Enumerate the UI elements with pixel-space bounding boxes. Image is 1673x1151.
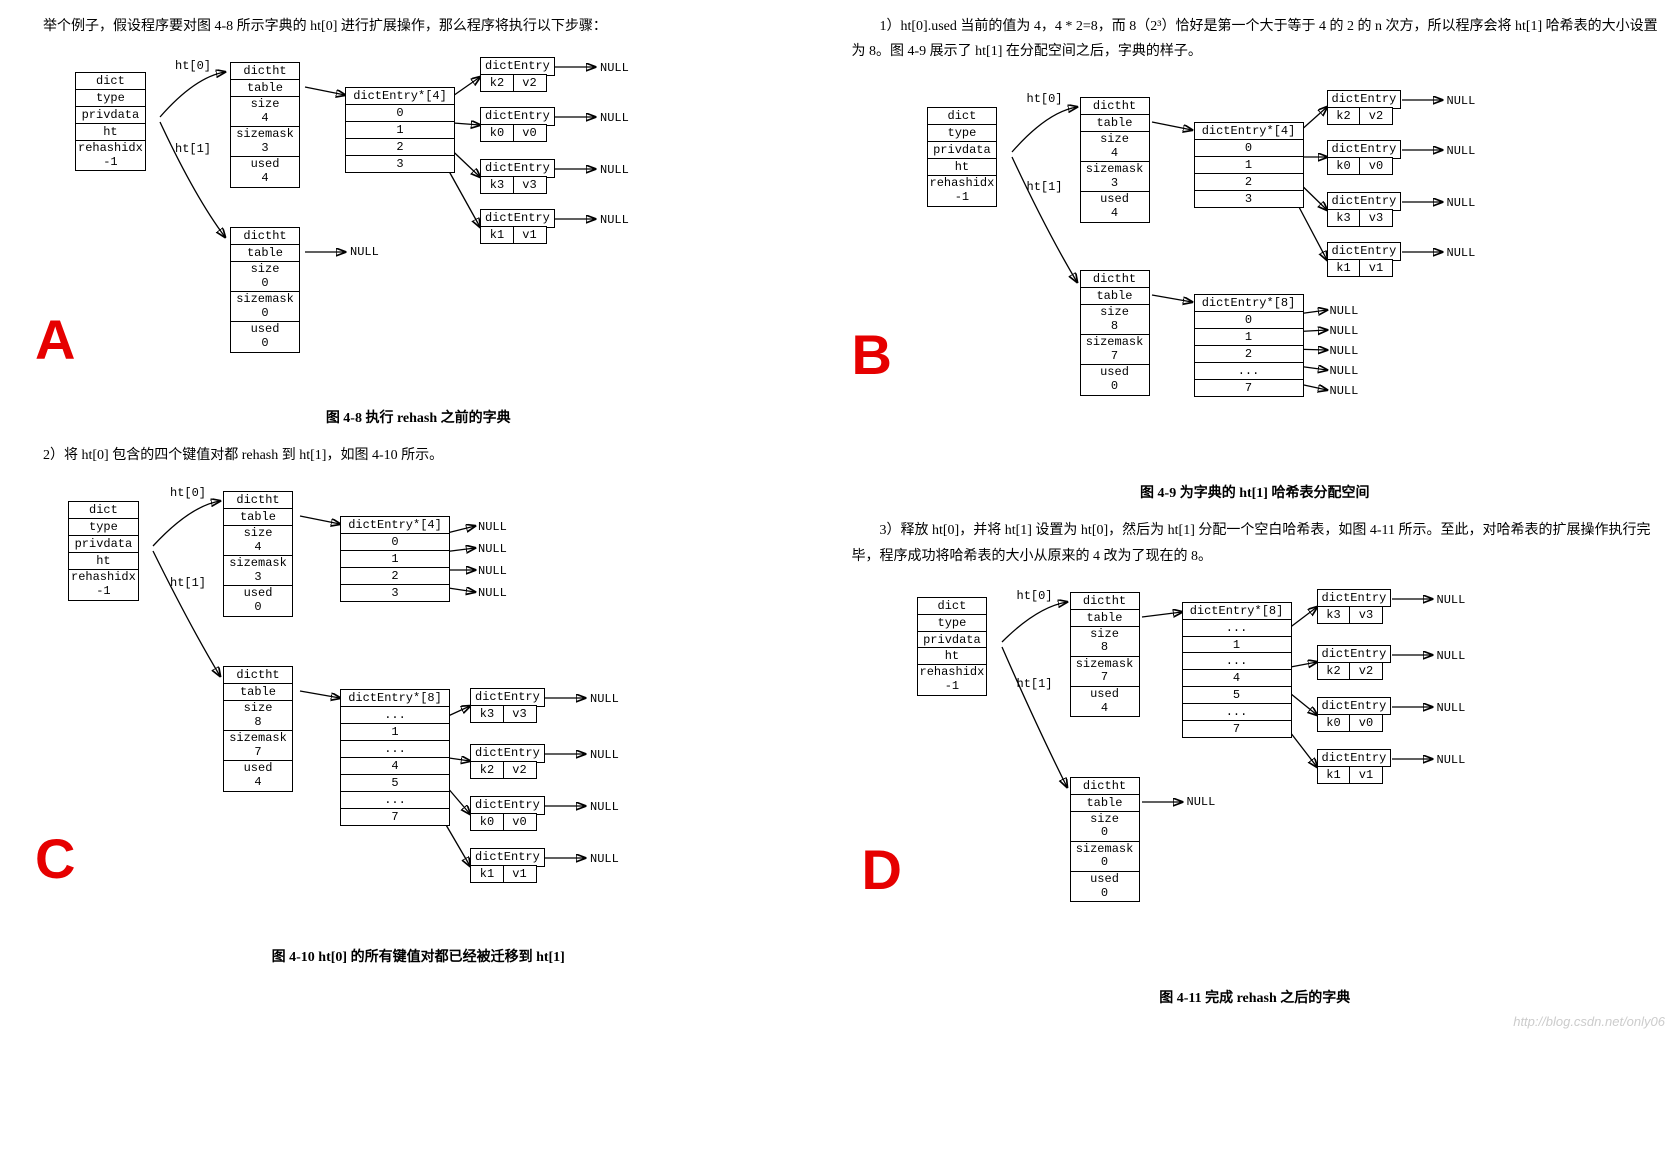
ht1-label: ht[1] — [175, 142, 211, 156]
para-step3: 3）释放 ht[0]，并将 ht[1] 设置为 ht[0]，然后为 ht[1] … — [852, 518, 1659, 568]
caption-4-8: 图 4-8 执行 rehash 之前的字典 — [15, 407, 822, 427]
letter-A: A — [35, 307, 75, 372]
ht0-box: dictht table size4 sizemask3 used4 — [230, 62, 300, 188]
caption-4-10: 图 4-10 ht[0] 的所有键值对都已经被迁移到 ht[1] — [15, 946, 822, 966]
arr1-box: dictEntry*[8] ... 1 ... 4 5 ... 7 — [340, 689, 450, 826]
arr0-box: dictEntry*[4] 0 1 2 3 — [340, 516, 450, 602]
figure-4-8: ht[0] ht[1] dict type privdata ht rehash… — [45, 47, 822, 397]
para-step2: 2）将 ht[0] 包含的四个键值对都 rehash 到 ht[1]，如图 4-… — [15, 443, 822, 468]
figure-4-9: ht[0] ht[1] dict type privdata ht rehash… — [882, 72, 1659, 472]
dict-box: dict type privdata ht rehashidx-1 — [75, 72, 146, 171]
figure-4-11: ht[0] ht[1] dict type privdata ht rehash… — [882, 577, 1659, 977]
entry-2: dictEntry k3v3 — [1327, 192, 1402, 227]
dict-box: dict type privdata ht rehashidx-1 — [68, 501, 139, 600]
letter-D: D — [862, 837, 902, 902]
entry-1: dictEntry k0v0 — [1327, 140, 1402, 175]
entry-1: dictEntry k0v0 — [480, 107, 555, 142]
entry-2: dictEntry k0v0 — [1317, 697, 1392, 732]
left-column: 举个例子，假设程序要对图 4-8 所示字典的 ht[0] 进行扩展操作，那么程序… — [15, 10, 822, 1023]
ht0-box: dictht table size4 sizemask3 used0 — [223, 491, 293, 617]
dict-box: dict type privdata ht rehashidx-1 — [917, 597, 988, 696]
letter-C: C — [35, 826, 75, 891]
entry-1: dictEntry k2v2 — [1317, 645, 1392, 680]
ht1-null: NULL — [350, 245, 379, 259]
entry-3: dictEntry k1v1 — [470, 848, 545, 883]
entry-0: dictEntry k3v3 — [1317, 589, 1392, 624]
para-step1: 1）ht[0].used 当前的值为 4，4 * 2=8，而 8（2³）恰好是第… — [852, 14, 1659, 64]
entry-3: dictEntry k1v1 — [1327, 242, 1402, 277]
ht1-box: dictht table size0 sizemask0 used0 — [1070, 777, 1140, 903]
ht1-box: dictht table size0 sizemask0 used0 — [230, 227, 300, 353]
entry-2: dictEntry k3v3 — [480, 159, 555, 194]
ht0-box: dictht table size4 sizemask3 used4 — [1080, 97, 1150, 223]
entry-2: dictEntry k0v0 — [470, 796, 545, 831]
figure-4-10: ht[0] ht[1] dict type privdata ht rehash… — [45, 476, 822, 936]
ht1-box: dictht table size8 sizemask7 used0 — [1080, 270, 1150, 396]
entry-3: dictEntry k1v1 — [480, 209, 555, 244]
entry-3: dictEntry k1v1 — [1317, 749, 1392, 784]
letter-B: B — [852, 322, 892, 387]
entry-0: dictEntry k3v3 — [470, 688, 545, 723]
ht0-label: ht[0] — [175, 59, 211, 73]
arr0-box: dictEntry*[4] 0 1 2 3 — [345, 87, 455, 173]
right-column: 1）ht[0].used 当前的值为 4，4 * 2=8，而 8（2³）恰好是第… — [852, 10, 1659, 1023]
dict-box: dict type privdata ht rehashidx-1 — [927, 107, 998, 206]
entry-0: dictEntry k2v2 — [480, 57, 555, 92]
entry-1: dictEntry k2v2 — [470, 744, 545, 779]
arr1-box: dictEntry*[8] 0 1 2 ... 7 — [1194, 294, 1304, 397]
entry-0: dictEntry k2v2 — [1327, 90, 1402, 125]
ht0-box: dictht table size8 sizemask7 used4 — [1070, 592, 1140, 718]
caption-4-11: 图 4-11 完成 rehash 之后的字典 — [852, 987, 1659, 1007]
ht1-box: dictht table size8 sizemask7 used4 — [223, 666, 293, 792]
arr0-box: dictEntry*[8] ... 1 ... 4 5 ... 7 — [1182, 602, 1292, 739]
para-intro: 举个例子，假设程序要对图 4-8 所示字典的 ht[0] 进行扩展操作，那么程序… — [15, 14, 822, 39]
arr0-box: dictEntry*[4] 0 1 2 3 — [1194, 122, 1304, 208]
caption-4-9: 图 4-9 为字典的 ht[1] 哈希表分配空间 — [852, 482, 1659, 502]
watermark: http://blog.csdn.net/only06 — [1513, 1014, 1665, 1029]
